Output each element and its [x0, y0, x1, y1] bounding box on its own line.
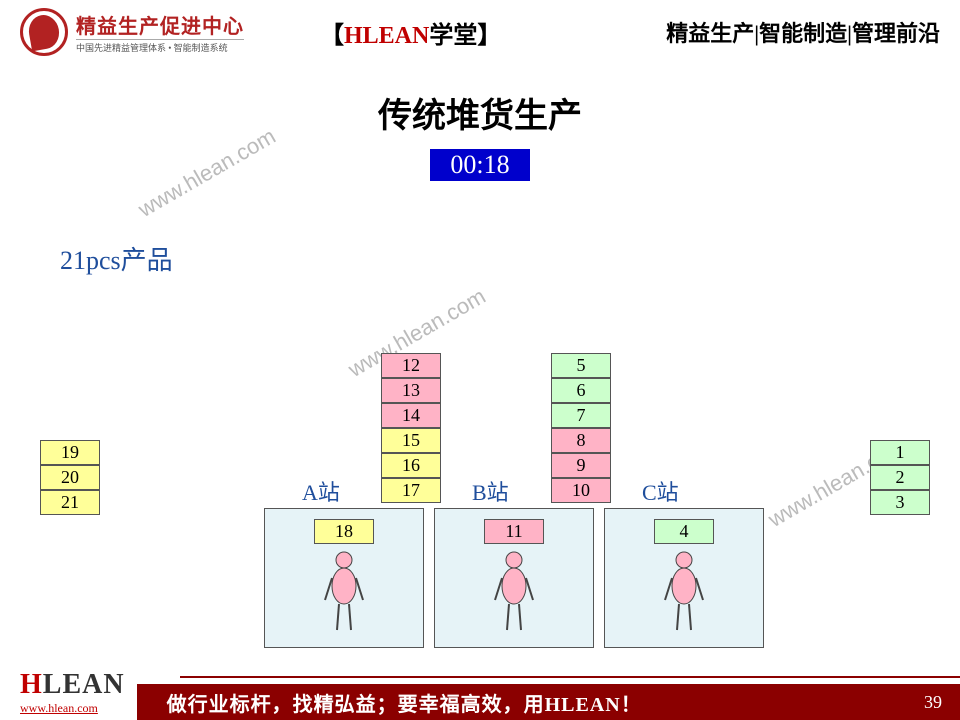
- station-a-label: A站: [302, 475, 340, 507]
- page-title: 传统堆货生产: [0, 88, 960, 137]
- station-a-item: 18: [314, 519, 374, 544]
- stack-box: 8: [551, 428, 611, 453]
- stack-box: 13: [381, 378, 441, 403]
- station-b-item: 11: [484, 519, 544, 544]
- stack-box: 16: [381, 453, 441, 478]
- station-c-item: 4: [654, 519, 714, 544]
- stack-box: 17: [381, 478, 441, 503]
- timer-display: 00:18: [430, 149, 530, 181]
- stack-box: 2: [870, 465, 930, 490]
- stack-box: 15: [381, 428, 441, 453]
- footer-url: www.hlean.com: [20, 701, 125, 716]
- input-stack: 192021: [40, 440, 100, 515]
- header-center: 【HLEAN学堂】: [320, 15, 501, 50]
- header-right: 精益生产|智能制造|管理前沿: [666, 16, 940, 48]
- station-b-label: B站: [472, 475, 509, 507]
- stack-box: 12: [381, 353, 441, 378]
- watermark: www.hlean.com: [134, 123, 280, 223]
- buffer-stack-a: 121314151617: [381, 353, 441, 503]
- worker-icon: [319, 550, 369, 632]
- stack-box: 9: [551, 453, 611, 478]
- stack-box: 10: [551, 478, 611, 503]
- logo-subtitle: 中国先进精益管理体系 • 智能制造系统: [76, 39, 244, 54]
- station-a: 18: [264, 508, 424, 648]
- stack-box: 5: [551, 353, 611, 378]
- stack-box: 20: [40, 465, 100, 490]
- footer-slogan: 做行业标杆，找精弘益；要幸福高效，用HLEAN！: [167, 688, 642, 717]
- footer: HLEAN www.hlean.com 做行业标杆，找精弘益；要幸福高效，用HL…: [0, 660, 960, 720]
- worker-icon: [659, 550, 709, 632]
- page-number: 39: [924, 692, 942, 713]
- station-b: 11: [434, 508, 594, 648]
- buffer-stack-b: 5678910: [551, 353, 611, 503]
- logo-title: 精益生产促进中心: [76, 10, 244, 39]
- stack-box: 3: [870, 490, 930, 515]
- stack-box: 19: [40, 440, 100, 465]
- logo-icon: [20, 8, 68, 56]
- output-stack: 123: [870, 440, 930, 515]
- station-c: 4: [604, 508, 764, 648]
- stack-box: 6: [551, 378, 611, 403]
- header: 精益生产促进中心 中国先进精益管理体系 • 智能制造系统 【HLEAN学堂】 精…: [0, 0, 960, 60]
- stack-box: 14: [381, 403, 441, 428]
- footer-logo: HLEAN www.hlean.com: [0, 669, 125, 720]
- worker-icon: [489, 550, 539, 632]
- footer-bar: 做行业标杆，找精弘益；要幸福高效，用HLEAN！ 39: [137, 684, 960, 720]
- logo-block: 精益生产促进中心 中国先进精益管理体系 • 智能制造系统: [20, 8, 244, 56]
- stack-box: 1: [870, 440, 930, 465]
- product-count-label: 21pcs产品: [60, 240, 173, 277]
- stack-box: 7: [551, 403, 611, 428]
- production-diagram: 192021 123 121314151617 5678910 A站 B站 C站…: [0, 340, 960, 650]
- station-c-label: C站: [642, 475, 679, 507]
- stack-box: 21: [40, 490, 100, 515]
